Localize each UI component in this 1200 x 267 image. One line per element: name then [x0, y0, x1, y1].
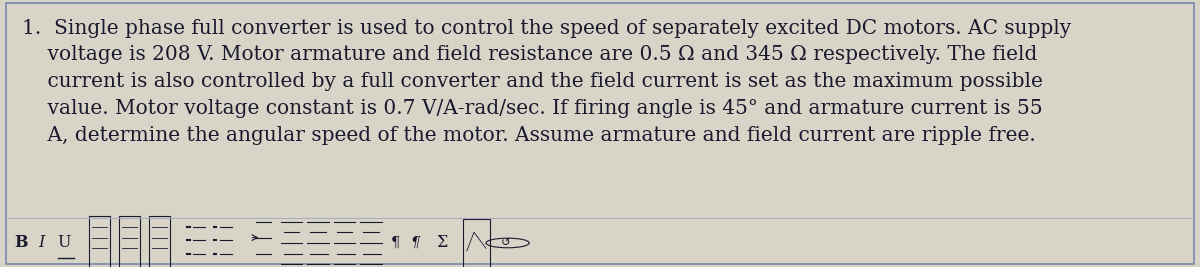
- Text: 1.  Single phase full converter is used to control the speed of separately excit: 1. Single phase full converter is used t…: [22, 19, 1070, 145]
- Text: ¶: ¶: [391, 236, 401, 250]
- Text: ¶: ¶: [410, 236, 420, 250]
- Text: B: B: [14, 234, 28, 252]
- Text: ↺: ↺: [500, 237, 510, 249]
- Text: Σ: Σ: [437, 234, 448, 252]
- Text: I: I: [38, 234, 44, 252]
- Text: U: U: [58, 234, 71, 252]
